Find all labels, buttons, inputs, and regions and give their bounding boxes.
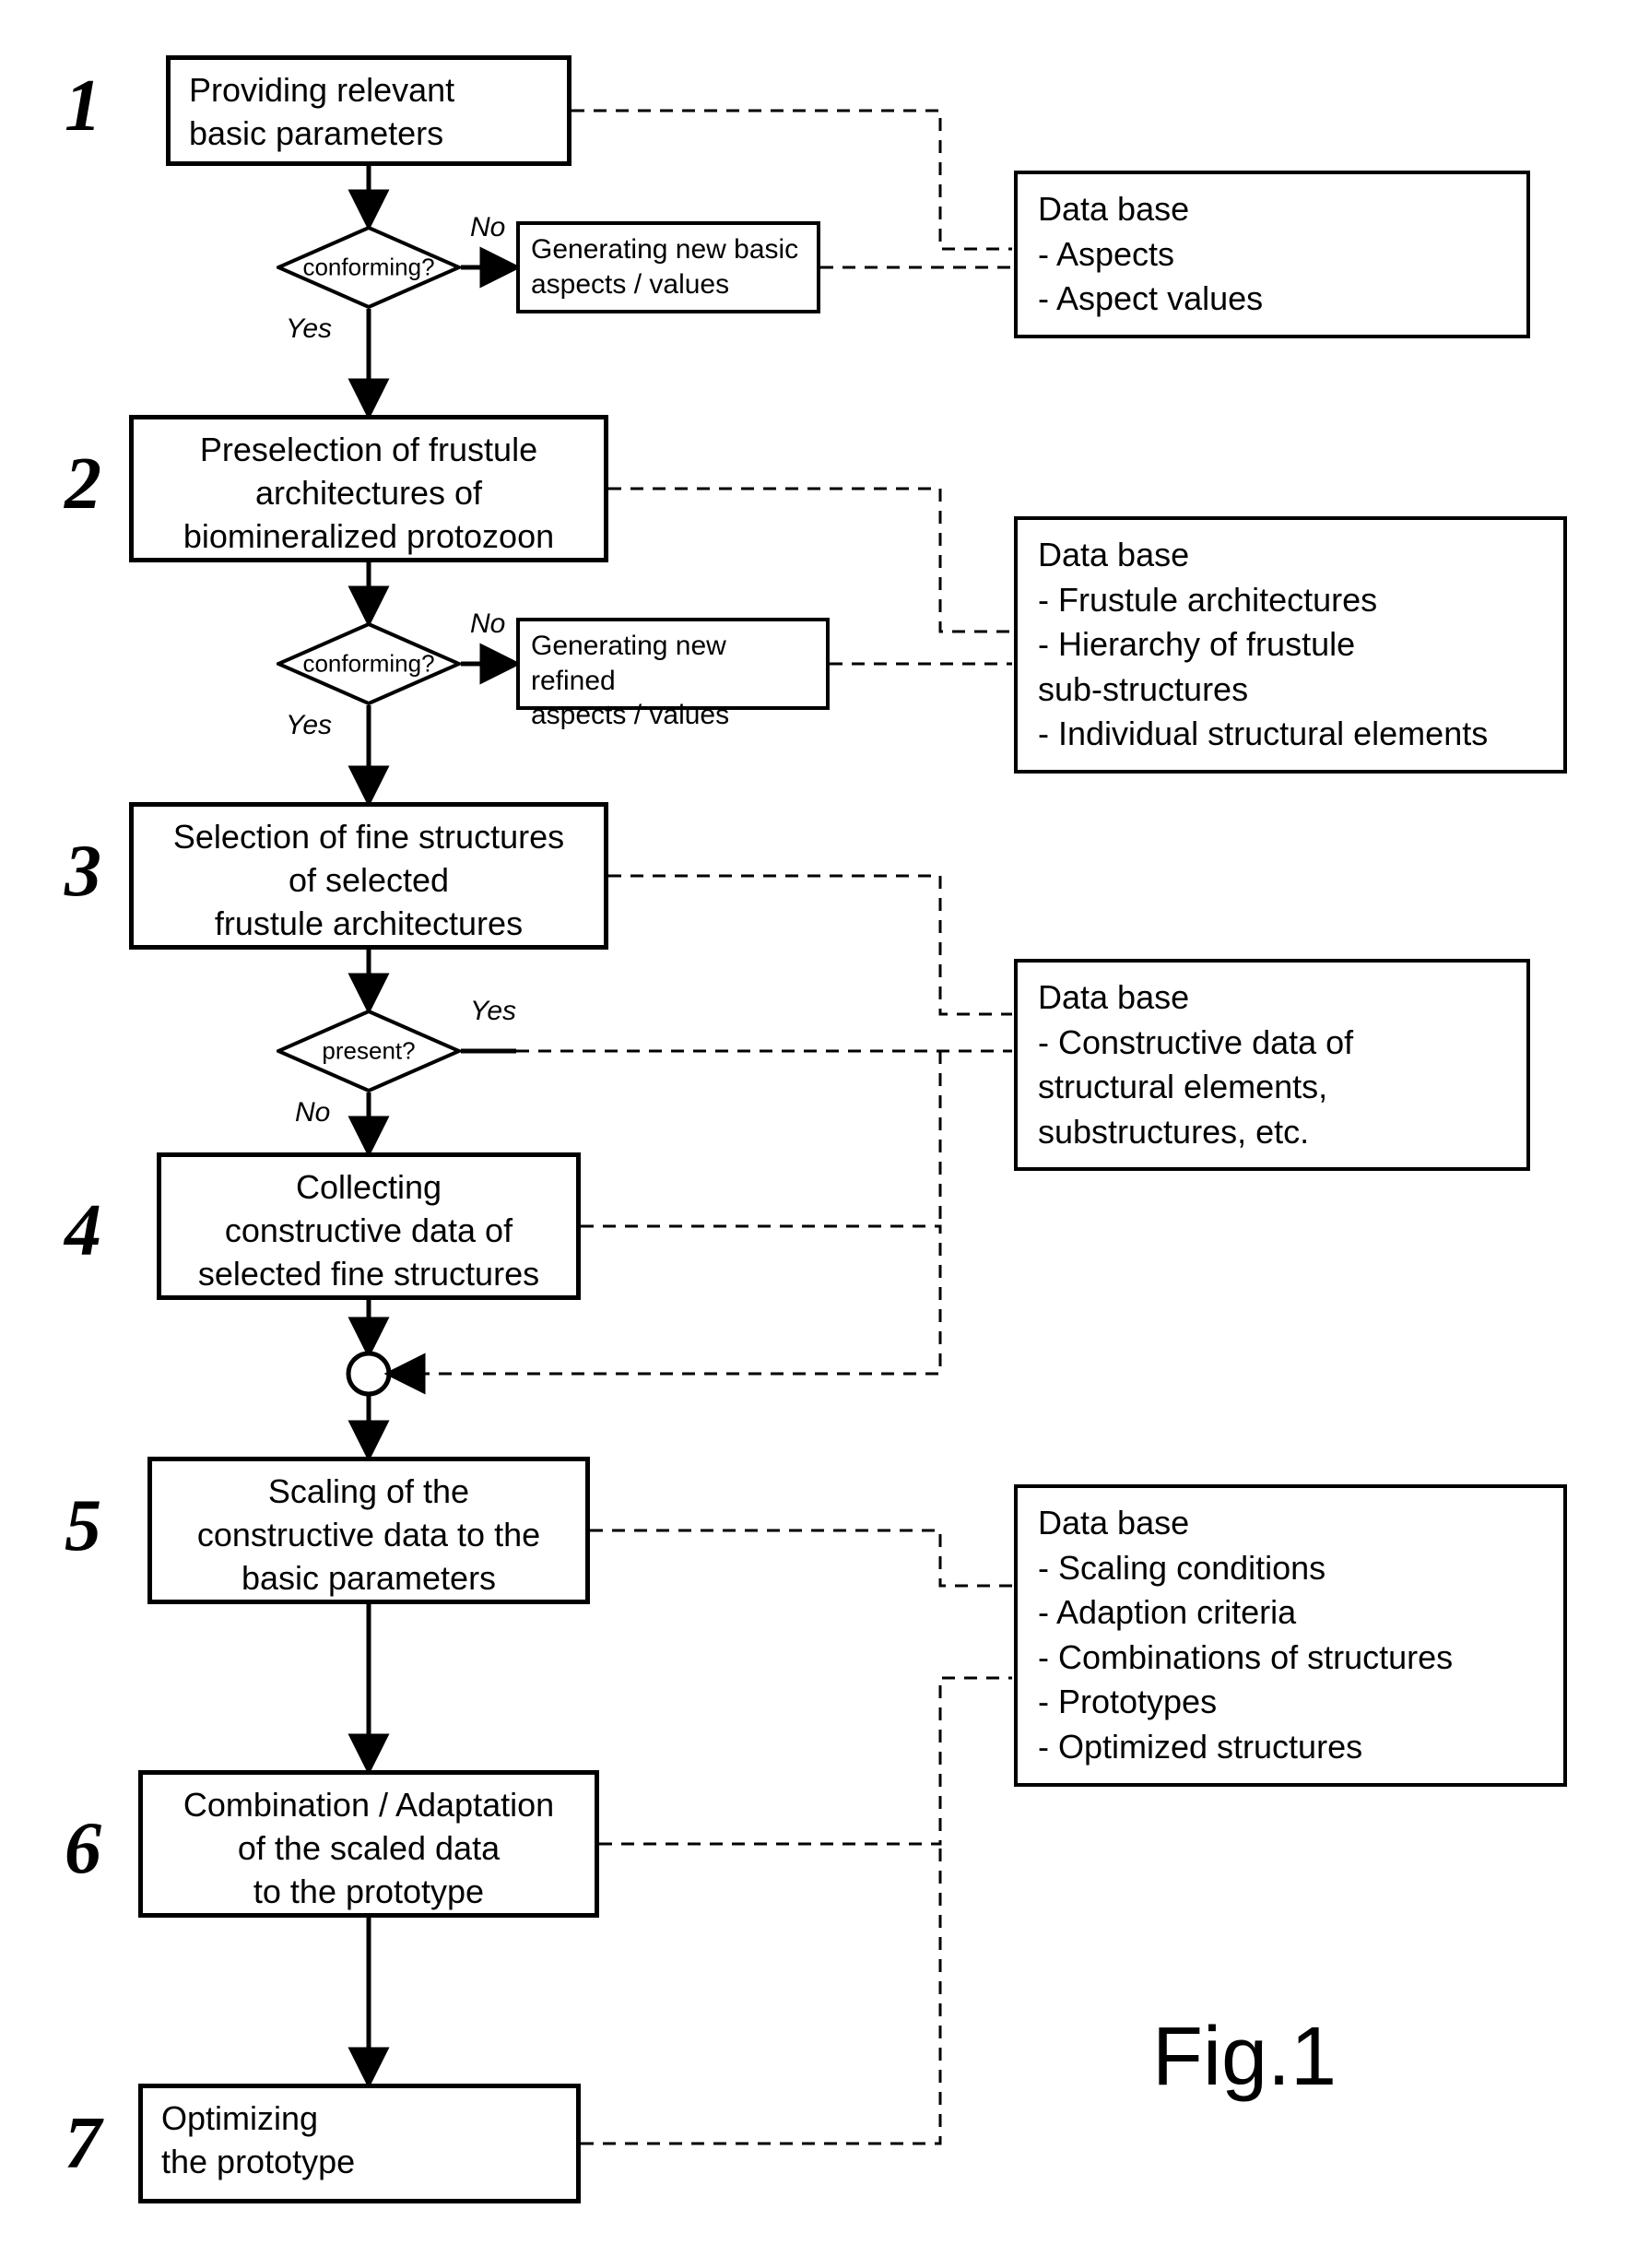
step-number-3: 3 (65, 830, 101, 914)
edge-label-no-2: No (470, 608, 505, 640)
edge-label-yes-3: Yes (470, 996, 516, 1027)
decision-conforming-2: conforming? (277, 622, 461, 705)
process-step-2: Preselection of frustulearchitectures of… (129, 415, 608, 562)
process-step-5: Scaling of theconstructive data to theba… (147, 1457, 590, 1604)
process-step-7: Optimizingthe prototype (138, 2084, 581, 2203)
step-number-4: 4 (65, 1189, 101, 1273)
step-number-2: 2 (65, 443, 101, 526)
edge-label-no-1: No (470, 212, 505, 243)
step-number-1: 1 (65, 65, 101, 148)
edge-label-yes-1: Yes (286, 313, 332, 345)
decision-label: conforming? (302, 254, 434, 282)
subprocess-generate-basic: Generating new basicaspects / values (516, 221, 820, 313)
process-step-6: Combination / Adaptationof the scaled da… (138, 1770, 599, 1918)
decision-label: present? (322, 1037, 415, 1066)
step-number-6: 6 (65, 1807, 101, 1891)
database-frustule: Data base- Frustule architectures- Hiera… (1014, 516, 1567, 774)
database-constructive: Data base- Constructive data of structur… (1014, 959, 1530, 1171)
edge-label-no-3: No (295, 1097, 330, 1128)
edge-label-yes-2: Yes (286, 710, 332, 741)
figure-label: Fig.1 (1152, 2010, 1337, 2105)
decision-conforming-1: conforming? (277, 226, 461, 309)
process-step-1: Providing relevantbasic parameters (166, 55, 571, 166)
database-scaling: Data base- Scaling conditions- Adaption … (1014, 1484, 1567, 1787)
process-step-3: Selection of fine structuresof selectedf… (129, 802, 608, 950)
decision-label: conforming? (302, 650, 434, 679)
flowchart-canvas: 1 2 3 4 5 6 7 Providing relevantbasic pa… (0, 0, 1626, 2268)
decision-present: present? (277, 1010, 461, 1093)
step-number-7: 7 (65, 2102, 101, 2186)
step-number-5: 5 (65, 1484, 101, 1568)
database-aspects: Data base- Aspects- Aspect values (1014, 171, 1530, 338)
subprocess-generate-refined: Generating new refinedaspects / values (516, 618, 830, 710)
process-step-4: Collectingconstructive data ofselected f… (157, 1152, 581, 1300)
